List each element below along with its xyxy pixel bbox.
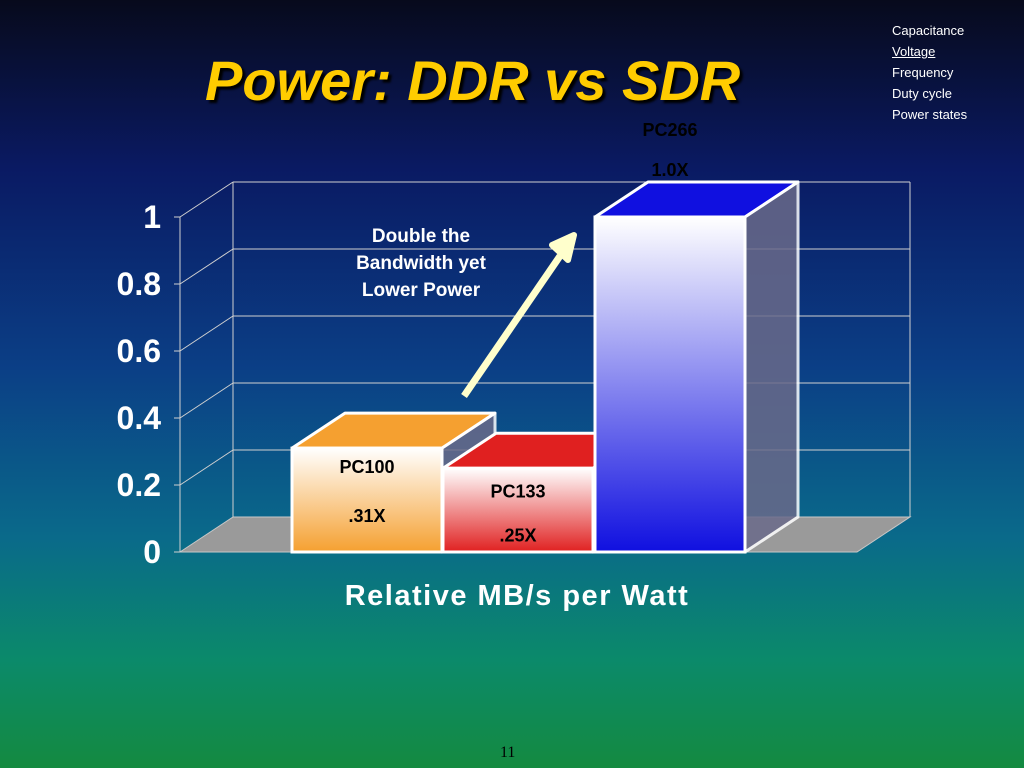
- bars: [290, 180, 800, 554]
- bar-category-label: PC133: [490, 481, 545, 501]
- bar-side-pc266: [743, 180, 800, 554]
- topic-item-voltage[interactable]: Voltage: [892, 44, 936, 59]
- bar-pc266: [593, 215, 747, 554]
- topic-item-power-states[interactable]: Power states: [892, 107, 968, 122]
- y-tick-label: 0.2: [117, 467, 161, 503]
- bar-pc133: [441, 466, 595, 554]
- gridline-diagonal: [179, 449, 234, 486]
- gridline-diagonal: [179, 382, 234, 419]
- topic-item-frequency[interactable]: Frequency: [892, 65, 954, 80]
- y-tick-label: 0.6: [117, 333, 161, 369]
- slide-title: Power: DDR vs SDR: [205, 49, 741, 112]
- bar-value-label: .25X: [499, 525, 536, 545]
- bar-pc100: [290, 446, 444, 554]
- annotation-line-3: Lower Power: [362, 280, 481, 301]
- gridline-diagonal: [179, 315, 234, 352]
- bar-category-label: PC266: [642, 120, 697, 140]
- bar-value-label: .31X: [348, 506, 385, 526]
- x-axis-label: Relative MB/s per Watt: [345, 580, 690, 612]
- topic-list: Capacitance Voltage Frequency Duty cycle…: [892, 20, 967, 125]
- y-axis-ticks: 0 0.2 0.4 0.6 0.8 1: [117, 199, 180, 570]
- y-tick-label: 0.8: [117, 266, 161, 302]
- page-number: 11: [500, 744, 516, 761]
- bar-category-label: PC100: [339, 457, 394, 477]
- topic-item-capacitance[interactable]: Capacitance: [892, 23, 965, 38]
- annotation-arrow: [461, 232, 577, 398]
- annotation-line-2: Bandwidth yet: [356, 253, 487, 274]
- gridline-diagonal: [179, 248, 234, 285]
- y-tick-label: 0.4: [117, 400, 162, 436]
- bar-value-label: 1.0X: [651, 160, 688, 180]
- gridline-diagonal: [179, 181, 234, 218]
- y-tick-label: 1: [143, 199, 161, 235]
- y-tick-label: 0: [143, 534, 161, 570]
- annotation-line-1: Double the: [372, 226, 470, 247]
- topic-item-duty-cycle[interactable]: Duty cycle: [892, 86, 952, 101]
- bar-labels: PC100 .31X PC133 .25X PC266 1.0X: [339, 120, 697, 545]
